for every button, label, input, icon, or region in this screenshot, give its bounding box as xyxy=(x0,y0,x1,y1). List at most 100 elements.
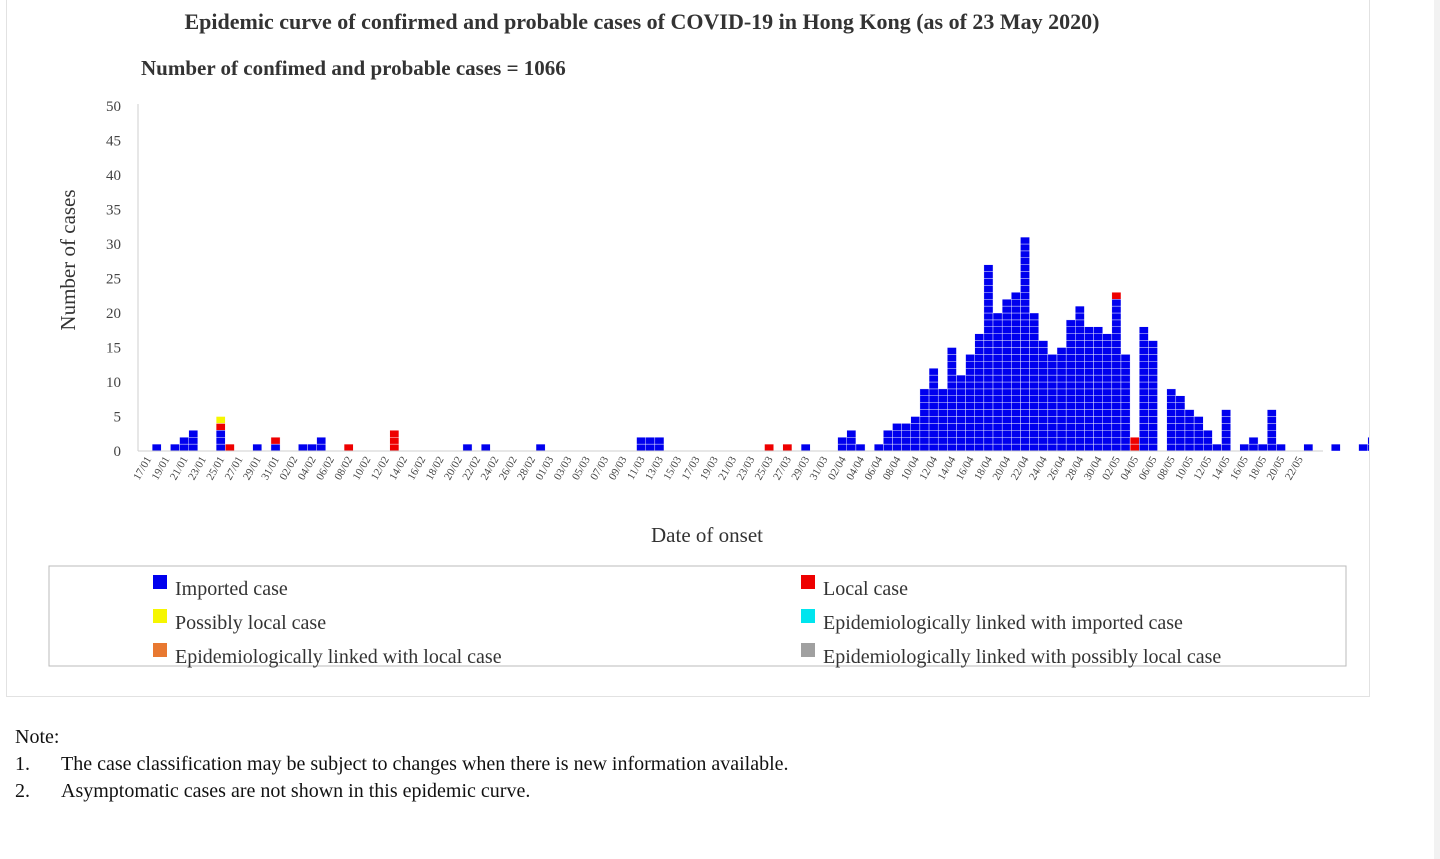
bar-segment xyxy=(983,402,994,410)
bar-segment xyxy=(1102,374,1113,383)
bar-segment xyxy=(1111,340,1122,348)
bar-segment xyxy=(1001,361,1012,369)
bar-segment xyxy=(892,423,902,431)
bar-segment xyxy=(1011,319,1021,327)
bar-segment xyxy=(1148,443,1158,452)
bar-segment xyxy=(1084,340,1094,348)
bar-segment xyxy=(1047,402,1058,410)
bar-segment xyxy=(1111,305,1122,314)
bar-segment xyxy=(937,437,948,445)
bar-segment xyxy=(1084,333,1094,341)
bar-segment xyxy=(1120,416,1131,424)
bar-segment xyxy=(1029,395,1039,403)
bar-segment xyxy=(974,409,985,417)
bar-segment xyxy=(901,437,911,445)
bar-segment xyxy=(1111,437,1122,445)
bar-segment xyxy=(170,443,180,452)
x-tick-label: 26/02 xyxy=(497,455,520,483)
y-axis-label: Number of cases xyxy=(56,189,80,330)
bar-segment xyxy=(1111,402,1122,410)
bar-segment xyxy=(1120,354,1131,362)
bar-segment xyxy=(992,416,1003,424)
bar-segment xyxy=(983,292,994,300)
bar-segment xyxy=(1367,443,1369,452)
bar-segment xyxy=(1139,354,1149,362)
y-tick-label: 10 xyxy=(106,375,121,391)
bar-segment xyxy=(1102,430,1113,438)
bar-segment xyxy=(883,437,893,445)
bar-segment xyxy=(1056,374,1067,383)
bar-segment xyxy=(1020,299,1030,307)
bar-segment xyxy=(992,333,1003,341)
bar-segment xyxy=(983,299,994,307)
bar-segment xyxy=(965,381,975,390)
bar-segment xyxy=(1139,340,1149,348)
bar-segment xyxy=(947,347,957,355)
bar-segment xyxy=(983,423,994,431)
bar-segment xyxy=(1139,437,1149,445)
bar-segment xyxy=(965,409,975,417)
bar-segment xyxy=(837,437,847,445)
bar-segment xyxy=(928,443,939,452)
bar-segment xyxy=(983,312,994,321)
x-tick-label: 02/02 xyxy=(277,455,300,483)
bar-segment xyxy=(1184,437,1195,445)
bar-segment xyxy=(919,423,930,431)
bar-segment xyxy=(1020,381,1030,390)
bar-segment xyxy=(965,374,975,383)
bar-segment xyxy=(1175,395,1186,403)
bar-segment xyxy=(965,430,975,438)
bar-segment xyxy=(1029,361,1039,369)
bar-segment xyxy=(992,395,1003,403)
bar-segment xyxy=(901,443,911,452)
bar-segment xyxy=(1047,374,1058,383)
bar-segment xyxy=(1267,409,1277,417)
bar-segment xyxy=(1029,430,1039,438)
bar-segment xyxy=(1001,381,1012,390)
bar-segment xyxy=(992,430,1003,438)
chart-title: Epidemic curve of confirmed and probable… xyxy=(184,9,1099,34)
bar-segment xyxy=(1148,416,1158,424)
bar-segment xyxy=(1139,333,1149,341)
bar-segment xyxy=(883,430,893,438)
x-tick-label: 04/02 xyxy=(296,455,319,483)
bar-segment xyxy=(983,326,994,334)
bar-segment xyxy=(1029,374,1039,383)
bar-segment xyxy=(837,443,847,452)
bar-segment xyxy=(937,430,948,438)
bar-segment xyxy=(965,402,975,410)
x-axis-ticks: 17/0119/0121/0123/0125/0127/0129/0131/01… xyxy=(131,454,1306,482)
bar-segment xyxy=(974,381,985,390)
y-tick-label: 40 xyxy=(106,168,121,184)
bar-segment xyxy=(1093,361,1103,369)
bar-segment xyxy=(1011,430,1021,438)
bar-segment xyxy=(1111,368,1122,376)
bar-segment xyxy=(1148,430,1158,438)
bar-segment xyxy=(983,264,994,272)
bar-segment xyxy=(1065,319,1076,327)
bar-segment xyxy=(1001,326,1012,334)
bar-segment xyxy=(855,443,866,452)
bar-segment xyxy=(992,354,1003,362)
bar-segment xyxy=(983,354,994,362)
bar-segment xyxy=(1001,388,1012,396)
bar-segment xyxy=(1065,354,1076,362)
bar-segment xyxy=(1193,430,1204,438)
bar-segment xyxy=(910,437,921,445)
bar-segment xyxy=(974,374,985,383)
bar-segment xyxy=(1029,423,1039,431)
bar-segment xyxy=(215,430,226,438)
bar-segment xyxy=(910,416,921,424)
bar-segment xyxy=(974,333,985,341)
bar-segment xyxy=(983,388,994,396)
x-tick-label: 25/01 xyxy=(204,455,227,483)
bar-segment xyxy=(1029,443,1039,452)
bar-segment xyxy=(1020,409,1030,417)
bar-segment xyxy=(1166,423,1177,431)
bar-segment xyxy=(1175,437,1186,445)
bar-segment xyxy=(1120,443,1131,452)
bar-segment xyxy=(1102,381,1113,390)
bar-segment xyxy=(1166,388,1177,396)
bar-segment xyxy=(974,361,985,369)
bar-segment xyxy=(992,374,1003,383)
